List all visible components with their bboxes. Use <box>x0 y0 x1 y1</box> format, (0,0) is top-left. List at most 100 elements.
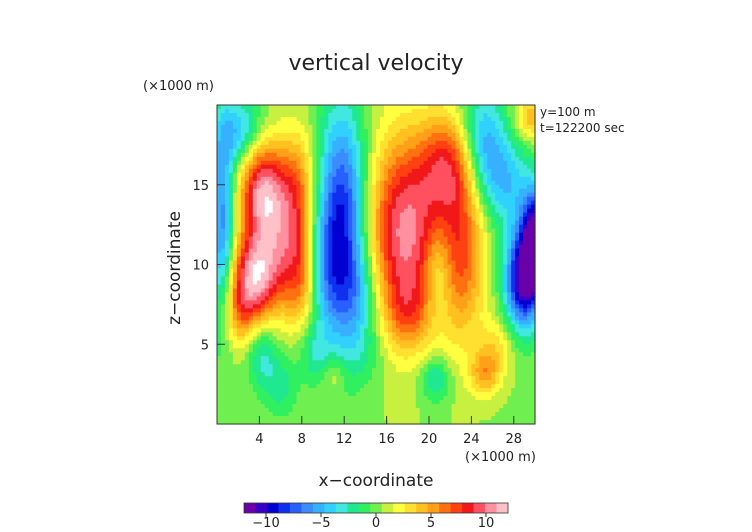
heatmap-cell <box>467 156 473 162</box>
heatmap-cell <box>487 268 492 274</box>
heatmap-cell <box>403 324 409 329</box>
heatmap-cell <box>220 332 226 337</box>
heatmap-cell <box>308 208 314 214</box>
heatmap-cell <box>240 240 246 246</box>
heatmap-cell <box>455 192 461 198</box>
heatmap-cell <box>391 152 397 158</box>
heatmap-cell <box>511 200 516 206</box>
heatmap-cell <box>459 296 465 301</box>
heatmap-cell <box>479 116 484 122</box>
heatmap-cell <box>308 244 314 250</box>
heatmap-cell <box>483 120 488 126</box>
heatmap-cell <box>256 105 262 110</box>
heatmap-cell <box>376 204 381 210</box>
heatmap-cell <box>360 308 365 313</box>
heatmap-cell <box>395 284 401 290</box>
heatmap-cell <box>328 312 333 317</box>
heatmap-cell <box>280 140 286 146</box>
heatmap-cell <box>260 236 266 242</box>
heatmap-cell <box>499 220 504 226</box>
heatmap-cell <box>399 224 405 230</box>
heatmap-cell <box>268 192 274 198</box>
heatmap-cell <box>264 136 270 142</box>
heatmap-cell <box>332 312 337 317</box>
heatmap-cell <box>340 140 345 146</box>
heatmap-cell <box>304 220 310 226</box>
heatmap-cell <box>431 196 437 202</box>
heatmap-cell <box>523 105 528 110</box>
heatmap-cell <box>459 336 465 341</box>
heatmap-cell <box>383 136 389 142</box>
heatmap-cell <box>439 132 445 138</box>
heatmap-cell <box>264 320 270 325</box>
heatmap-cell <box>300 268 306 274</box>
heatmap-cell <box>503 324 508 329</box>
heatmap-cell <box>296 216 302 222</box>
heatmap-cell <box>439 324 445 329</box>
heatmap-cell <box>372 264 377 270</box>
heatmap-cell <box>224 344 230 349</box>
heatmap-cell <box>447 112 453 118</box>
heatmap-cell <box>348 176 353 182</box>
heatmap-cell <box>376 328 381 333</box>
heatmap-cell <box>479 244 484 250</box>
heatmap-cell <box>248 200 254 206</box>
heatmap-cell <box>228 112 234 118</box>
heatmap-cell <box>220 288 226 294</box>
heatmap-cell <box>435 268 441 274</box>
heatmap-cell <box>463 260 469 266</box>
heatmap-cell <box>244 260 250 266</box>
heatmap-cell <box>220 244 226 250</box>
heatmap-cell <box>423 128 429 134</box>
heatmap-cell <box>475 116 480 122</box>
heatmap-cell <box>403 288 409 294</box>
heatmap-cell <box>443 140 449 146</box>
heatmap-cell <box>443 120 449 126</box>
heatmap-cell <box>336 116 341 122</box>
heatmap-cell <box>467 296 473 301</box>
heatmap-cell <box>280 224 286 230</box>
heatmap-cell <box>419 152 425 158</box>
heatmap-cell <box>519 168 524 174</box>
heatmap-cell <box>288 292 294 297</box>
heatmap-cell <box>264 128 270 134</box>
heatmap-cell <box>232 224 238 230</box>
heatmap-cell <box>256 272 262 278</box>
heatmap-cell <box>391 244 397 250</box>
heatmap-cell <box>431 340 437 345</box>
heatmap-cell <box>531 200 536 206</box>
heatmap-cell <box>383 164 389 170</box>
heatmap-cell <box>467 280 473 286</box>
heatmap-cell <box>217 168 222 174</box>
heatmap-cell <box>332 228 337 234</box>
heatmap-cell <box>276 264 282 270</box>
heatmap-cell <box>324 312 329 317</box>
heatmap-cell <box>411 156 417 162</box>
heatmap-cell <box>276 140 282 146</box>
heatmap-cell <box>332 200 337 206</box>
heatmap-cell <box>495 224 500 230</box>
heatmap-cell <box>419 180 425 186</box>
heatmap-cell <box>415 292 421 297</box>
heatmap-cell <box>391 328 397 333</box>
heatmap-cell <box>383 212 389 218</box>
heatmap-cell <box>411 152 417 158</box>
heatmap-cell <box>495 240 500 246</box>
heatmap-cell <box>364 200 369 206</box>
heatmap-cell <box>379 232 385 238</box>
heatmap-cell <box>300 184 306 190</box>
heatmap-cell <box>236 140 242 146</box>
heatmap-cell <box>523 340 528 345</box>
heatmap-cell <box>268 352 274 357</box>
heatmap-cell <box>503 268 508 274</box>
heatmap-cell <box>403 232 409 238</box>
heatmap-cell <box>455 184 461 190</box>
heatmap-cell <box>383 124 389 130</box>
heatmap-cell <box>455 212 461 218</box>
heatmap-cell <box>344 332 349 337</box>
heatmap-cell <box>312 324 317 329</box>
heatmap-cell <box>220 292 226 297</box>
heatmap-cell <box>527 144 532 150</box>
heatmap-cell <box>332 244 337 250</box>
heatmap-cell <box>220 196 226 202</box>
